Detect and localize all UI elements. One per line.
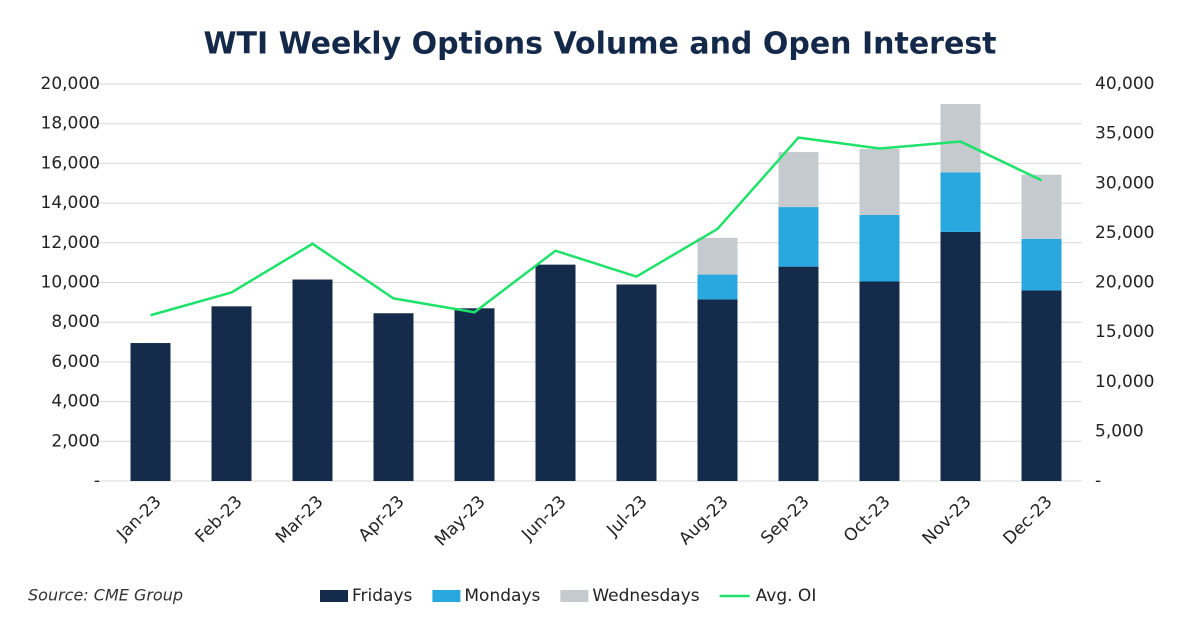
bar-segment <box>535 264 576 481</box>
y2-tick-label: - <box>1095 471 1101 491</box>
x-tick-label: Jul-23 <box>603 492 652 541</box>
y-tick-label: 2,000 <box>51 431 100 451</box>
y-tick-label: 20,000 <box>41 74 100 94</box>
y-tick-label: 18,000 <box>41 114 100 134</box>
x-tick-label: Oct-23 <box>840 492 895 547</box>
line-series <box>150 136 1043 317</box>
x-tick-label: Sep-23 <box>757 492 813 548</box>
legend-swatch <box>320 590 348 602</box>
bar-segment <box>697 299 738 481</box>
legend-swatch <box>432 590 461 602</box>
bar-segment <box>1021 174 1062 239</box>
legend-label: Fridays <box>352 586 413 606</box>
x-tick-label: Feb-23 <box>192 492 247 547</box>
y2-tick-label: 15,000 <box>1095 322 1154 342</box>
bar-segment <box>211 306 252 481</box>
bar-segment <box>373 313 414 481</box>
bar-segment <box>778 266 819 481</box>
bar-segment <box>697 274 738 300</box>
bar-segment <box>859 281 900 481</box>
y2-tick-label: 35,000 <box>1095 124 1154 144</box>
bar-segment <box>940 172 981 232</box>
y2-tick-label: 5,000 <box>1095 421 1144 441</box>
bar-segment <box>859 148 900 216</box>
x-tick-label: Mar-23 <box>272 492 328 548</box>
y-tick-label: 14,000 <box>41 193 100 213</box>
y2-tick-label: 20,000 <box>1095 273 1154 293</box>
y2-tick-label: 10,000 <box>1095 372 1154 392</box>
bar-segment <box>454 308 495 481</box>
y-tick-label: 12,000 <box>41 233 100 253</box>
bar-segment <box>130 343 171 481</box>
bar-segment <box>292 279 333 481</box>
bar-segment <box>778 152 819 208</box>
x-tick-label: Aug-23 <box>675 492 732 549</box>
y-tick-label: 10,000 <box>41 273 100 293</box>
bar-segment <box>1021 238 1062 291</box>
bar-segment <box>1021 290 1062 481</box>
y-tick-label: 16,000 <box>41 153 100 173</box>
legend-label: Avg. OI <box>756 586 817 606</box>
chart-title: WTI Weekly Options Volume and Open Inter… <box>203 27 996 62</box>
y2-tick-label: 25,000 <box>1095 223 1154 243</box>
x-tick-label: Apr-23 <box>355 492 409 546</box>
y2-tick-label: 40,000 <box>1095 74 1154 94</box>
source-note: Source: CME Group <box>28 586 183 605</box>
bar-segment <box>778 207 819 267</box>
x-tick-label: Nov-23 <box>919 492 976 549</box>
y-tick-label: 6,000 <box>51 352 100 372</box>
bar-segment <box>616 284 657 481</box>
bar-segment <box>940 104 981 173</box>
x-tick-label: Dec-23 <box>1000 492 1057 549</box>
x-tick-label: Jun-23 <box>517 492 570 545</box>
legend-label: Wednesdays <box>592 586 699 606</box>
legend-swatch <box>560 590 589 602</box>
legend-label: Mondays <box>464 586 540 606</box>
y-tick-label: - <box>94 471 100 491</box>
bar-segment <box>940 231 981 481</box>
y-tick-label: 4,000 <box>51 392 100 412</box>
bar-segment <box>859 215 900 282</box>
x-tick-label: Jan-23 <box>113 492 166 545</box>
x-tick-label: May-23 <box>431 492 489 550</box>
bar-segment <box>697 237 738 275</box>
y2-tick-label: 30,000 <box>1095 173 1154 193</box>
y-tick-label: 8,000 <box>51 312 100 332</box>
